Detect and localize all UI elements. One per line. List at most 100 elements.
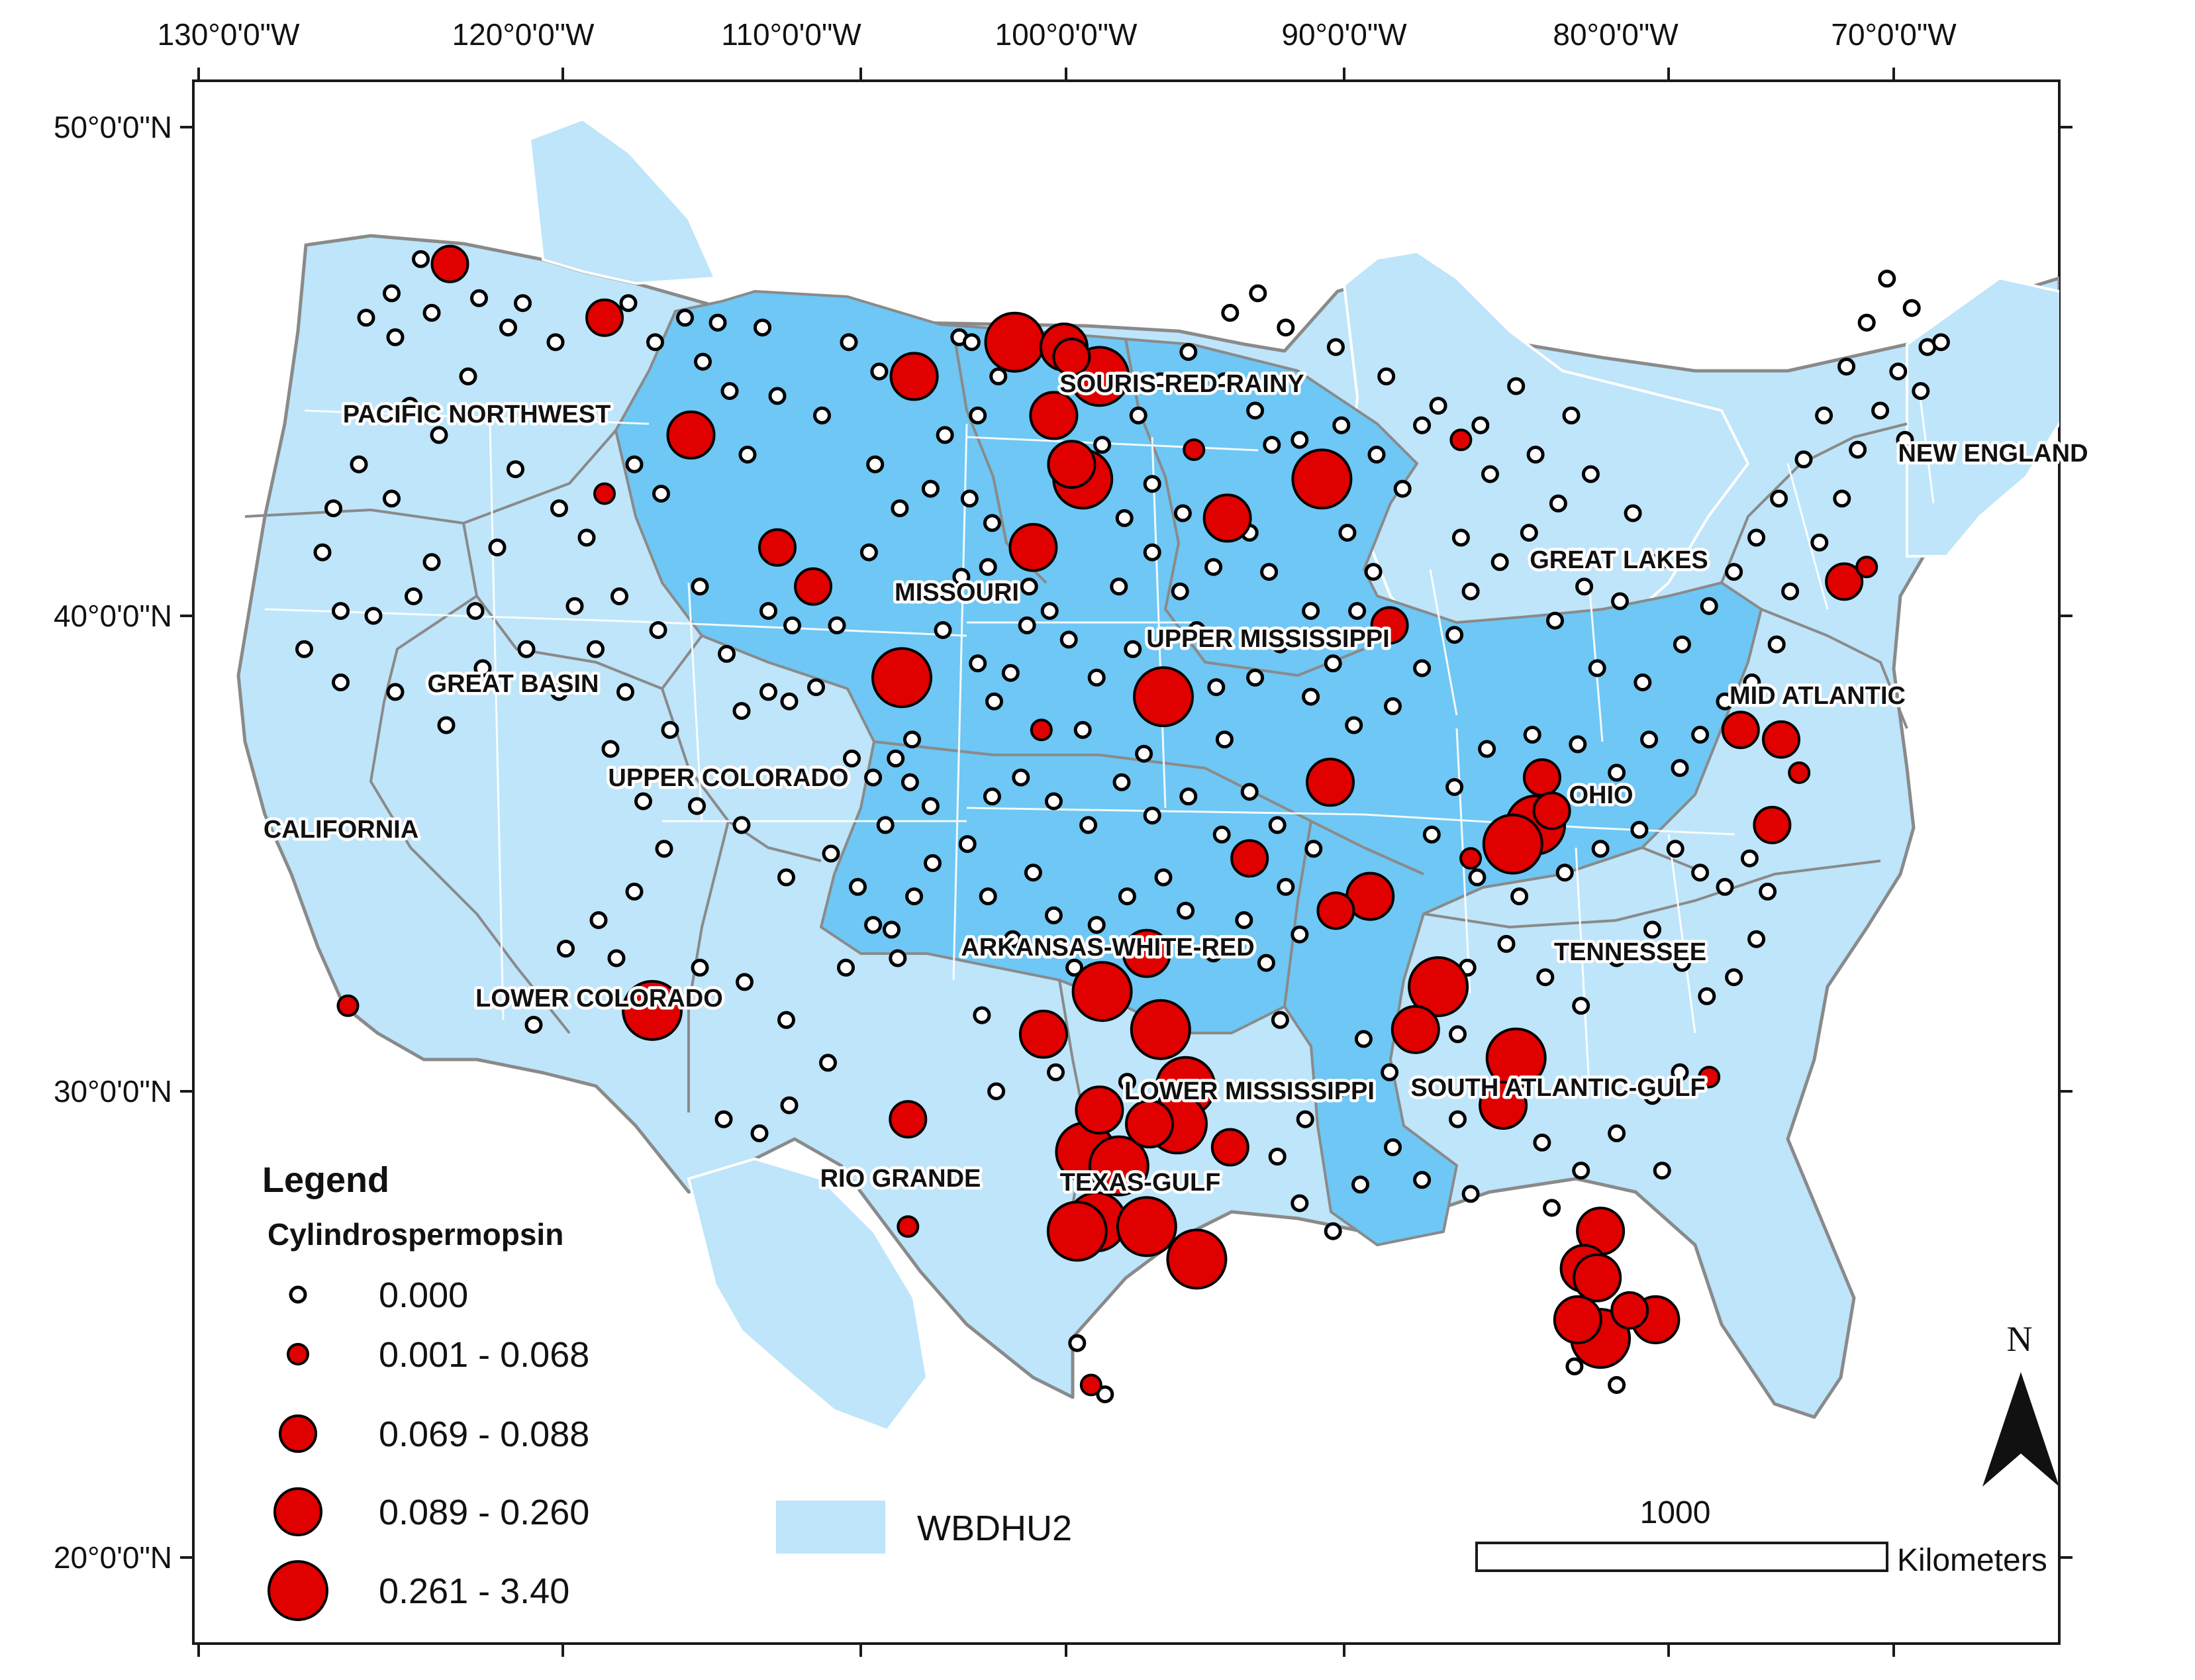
site-nondetect-139 bbox=[1246, 401, 1265, 420]
site-nondetect-95 bbox=[891, 499, 909, 518]
site-nondetect-219 bbox=[1716, 877, 1734, 896]
site-nondetect-36 bbox=[517, 640, 536, 658]
site-detected-1 bbox=[984, 311, 1046, 373]
site-nondetect-17 bbox=[550, 499, 568, 518]
site-nondetect-1 bbox=[383, 284, 401, 303]
site-nondetect-265 bbox=[1003, 930, 1022, 948]
site-nondetect-5 bbox=[470, 289, 488, 307]
site-nondetect-202 bbox=[1716, 692, 1734, 711]
site-nondetect-88 bbox=[813, 406, 831, 424]
site-nondetect-98 bbox=[783, 616, 801, 634]
region-label-california: CALIFORNIA bbox=[264, 816, 418, 844]
site-detected-57 bbox=[889, 1100, 928, 1139]
site-nondetect-23 bbox=[383, 489, 401, 508]
site-nondetect-189 bbox=[1902, 299, 1921, 317]
site-nondetect-210 bbox=[1445, 778, 1464, 796]
site-nondetect-207 bbox=[1569, 735, 1587, 754]
site-nondetect-155 bbox=[1324, 654, 1342, 673]
site-nondetect-85 bbox=[973, 1006, 991, 1024]
site-nondetect-253 bbox=[1257, 954, 1275, 972]
site-nondetect-97 bbox=[828, 616, 846, 634]
site-nondetect-20 bbox=[577, 528, 596, 547]
legend-symbol-2 bbox=[279, 1414, 317, 1453]
site-nondetect-287 bbox=[1608, 1376, 1626, 1394]
site-nondetect-199 bbox=[1781, 582, 1800, 601]
site-nondetect-167 bbox=[1562, 406, 1581, 424]
region-label-souris-red-rainy: SOURIS-RED-RAINY bbox=[1059, 370, 1304, 398]
site-nondetect-225 bbox=[1673, 954, 1691, 972]
site-detected-34 bbox=[1122, 928, 1171, 978]
site-detected-63 bbox=[1459, 847, 1483, 870]
site-nondetect-170 bbox=[1481, 465, 1499, 483]
site-nondetect-57 bbox=[876, 816, 895, 834]
site-nondetect-258 bbox=[1177, 901, 1195, 920]
site-detected-64 bbox=[1788, 761, 1811, 784]
site-nondetect-74 bbox=[780, 1096, 799, 1114]
site-nondetect-34 bbox=[437, 716, 456, 734]
site-nondetect-102 bbox=[989, 367, 1008, 385]
site-nondetect-193 bbox=[1896, 430, 1914, 449]
site-nondetect-150 bbox=[1249, 284, 1267, 303]
site-nondetect-8 bbox=[546, 333, 565, 352]
site-nondetect-87 bbox=[870, 362, 889, 381]
site-nondetect-37 bbox=[550, 683, 568, 701]
site-nondetect-123 bbox=[1187, 621, 1206, 639]
site-nondetect-38 bbox=[601, 740, 620, 758]
site-nondetect-163 bbox=[1451, 528, 1470, 547]
site-nondetect-89 bbox=[768, 387, 787, 405]
site-detected-54 bbox=[1753, 805, 1792, 844]
site-nondetect-2 bbox=[357, 309, 375, 327]
site-nondetect-281 bbox=[1073, 720, 1092, 739]
site-detected-15 bbox=[1088, 1135, 1149, 1197]
site-nondetect-273 bbox=[1143, 807, 1161, 825]
site-nondetect-144 bbox=[1393, 479, 1412, 498]
site-nondetect-59 bbox=[822, 844, 840, 863]
site-nondetect-243 bbox=[1449, 1110, 1467, 1128]
site-nondetect-159 bbox=[1413, 659, 1432, 677]
site-nondetect-68 bbox=[607, 949, 626, 967]
site-nondetect-111 bbox=[969, 654, 987, 673]
region-label-missouri: MISSOURI bbox=[895, 579, 1019, 607]
site-detected-22 bbox=[666, 410, 716, 460]
site-nondetect-75 bbox=[750, 1124, 769, 1142]
region-label-mid-atlantic: MID ATLANTIC bbox=[1730, 682, 1906, 710]
site-nondetect-232 bbox=[1449, 1025, 1467, 1044]
site-detected-58 bbox=[1610, 1291, 1649, 1330]
site-nondetect-279 bbox=[1215, 730, 1234, 749]
site-nondetect-220 bbox=[1740, 849, 1759, 867]
site-nondetect-263 bbox=[1044, 906, 1063, 924]
site-detected-42 bbox=[430, 244, 469, 283]
site-nondetect-26 bbox=[313, 543, 332, 562]
site-nondetect-126 bbox=[1271, 635, 1289, 654]
site-nondetect-276 bbox=[1240, 783, 1259, 801]
site-nondetect-105 bbox=[921, 479, 940, 498]
site-nondetect-108 bbox=[979, 558, 997, 576]
site-nondetect-63 bbox=[655, 840, 673, 858]
site-nondetect-224 bbox=[1698, 987, 1716, 1005]
huc-boundaries bbox=[244, 330, 1908, 1206]
site-nondetect-165 bbox=[1549, 494, 1567, 513]
site-nondetect-156 bbox=[1302, 687, 1320, 706]
site-nondetect-241 bbox=[1384, 1138, 1402, 1156]
legend-label-3: 0.089 - 0.260 bbox=[379, 1493, 589, 1532]
site-nondetect-286 bbox=[1565, 1357, 1584, 1375]
site-detected-55 bbox=[1825, 562, 1864, 601]
site-nondetect-169 bbox=[1471, 416, 1490, 434]
region-label-rio-grande: RIO GRANDE bbox=[820, 1165, 981, 1193]
site-nondetect-161 bbox=[1461, 582, 1480, 601]
site-nondetect-76 bbox=[714, 1110, 733, 1128]
site-nondetect-184 bbox=[1794, 450, 1813, 469]
lon-label-120w: 120°0'0"W bbox=[452, 17, 595, 52]
site-nondetect-200 bbox=[1767, 635, 1786, 654]
site-nondetect-16 bbox=[507, 460, 524, 479]
region-label-great-basin: GREAT BASIN bbox=[428, 670, 599, 698]
north-arrow-icon bbox=[1982, 1372, 2059, 1487]
site-nondetect-137 bbox=[1179, 343, 1198, 361]
site-nondetect-134 bbox=[1093, 436, 1112, 454]
site-nondetect-272 bbox=[1112, 773, 1131, 791]
site-nondetect-198 bbox=[1810, 533, 1829, 552]
site-nondetect-31 bbox=[295, 640, 313, 658]
lon-label-130w: 130°0'0"W bbox=[158, 17, 300, 52]
site-nondetect-65 bbox=[589, 911, 608, 929]
site-nondetect-103 bbox=[969, 406, 987, 424]
